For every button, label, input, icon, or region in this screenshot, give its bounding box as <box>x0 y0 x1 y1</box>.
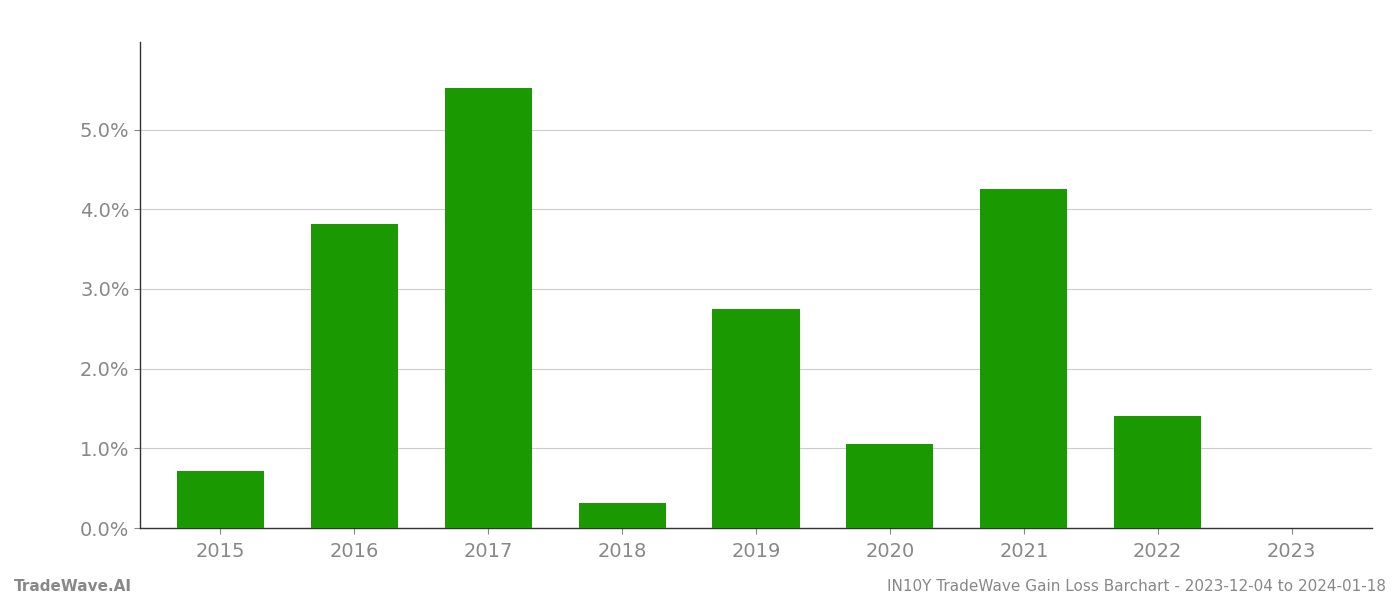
Bar <box>578 503 665 528</box>
Bar <box>176 470 263 528</box>
Bar <box>980 190 1067 528</box>
Bar <box>847 445 934 528</box>
Text: IN10Y TradeWave Gain Loss Barchart - 2023-12-04 to 2024-01-18: IN10Y TradeWave Gain Loss Barchart - 202… <box>888 579 1386 594</box>
Bar <box>713 309 799 528</box>
Bar <box>445 88 532 528</box>
Bar <box>311 224 398 528</box>
Bar <box>1114 416 1201 528</box>
Text: TradeWave.AI: TradeWave.AI <box>14 579 132 594</box>
